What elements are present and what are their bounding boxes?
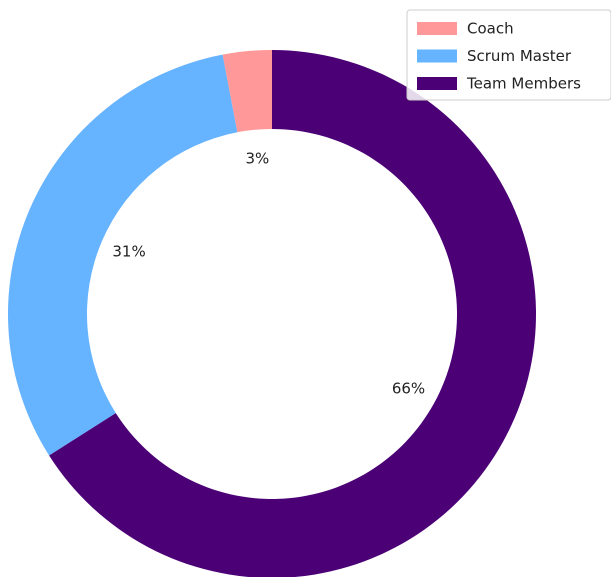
slice	[7, 54, 238, 456]
legend-label: Coach	[467, 20, 514, 38]
value-label: 31%	[112, 243, 145, 261]
legend-swatch	[417, 49, 457, 63]
legend: Coach Scrum Master Team Members	[406, 9, 611, 101]
legend-swatch	[417, 22, 457, 35]
legend-swatch	[417, 77, 457, 90]
slice	[49, 50, 536, 577]
legend-box	[406, 9, 611, 101]
value-label: 66%	[392, 380, 425, 398]
slice	[222, 50, 272, 133]
legend-label: Scrum Master	[467, 47, 572, 65]
value-label: 3%	[245, 149, 269, 167]
legend-label: Team Members	[466, 75, 581, 93]
